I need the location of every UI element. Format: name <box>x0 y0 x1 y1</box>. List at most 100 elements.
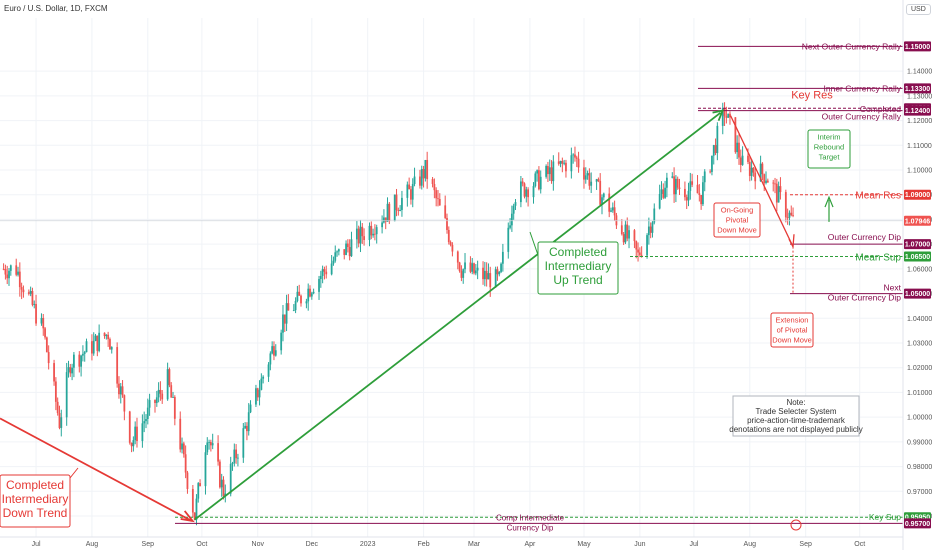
price-tag <box>904 251 931 262</box>
x-tick-label: Aug <box>744 541 757 548</box>
candle-body <box>772 182 775 184</box>
candle-body <box>45 337 48 353</box>
extension-callout-text: of Pivotal <box>777 326 808 335</box>
price-tag-label: 1.12400 <box>905 108 930 115</box>
candle-body <box>67 367 70 373</box>
candle-body <box>741 155 744 165</box>
label-next-outer-rally: Next Outer Currency Rally <box>802 41 902 51</box>
candle-body <box>310 293 313 297</box>
candle-body <box>449 242 452 245</box>
candle-body <box>431 179 434 184</box>
candle-body <box>476 267 479 271</box>
price-tag-label: 1.05000 <box>905 291 930 298</box>
candle-body <box>754 172 757 182</box>
candle-body <box>761 163 764 175</box>
candle-body <box>435 190 438 199</box>
candle-body <box>574 154 576 158</box>
candle-body <box>620 225 623 235</box>
price-tag <box>904 239 931 250</box>
candle-body <box>561 160 564 164</box>
candle-body <box>128 411 131 443</box>
up-trend-line <box>194 111 722 521</box>
candle-body <box>321 269 324 276</box>
candle-body <box>534 173 537 187</box>
label-inner-rally: Inner Currency Rally <box>824 83 902 93</box>
pivotal-down-arrow <box>788 234 795 249</box>
y-tick-label: 1.14000 <box>907 69 932 76</box>
candle-body <box>54 381 57 402</box>
candle-body <box>85 341 88 353</box>
candle-body <box>357 228 360 244</box>
candle-body <box>345 243 347 255</box>
x-tick-label: Feb <box>418 541 430 548</box>
candle-body <box>438 199 441 206</box>
candle-body <box>373 233 376 235</box>
candle-body <box>148 400 151 408</box>
candle-body <box>420 169 423 186</box>
candle-body <box>725 116 728 118</box>
candle-body <box>433 183 436 191</box>
candle-body <box>664 187 666 198</box>
price-tag <box>904 83 931 94</box>
last-price-label: 1.07946 <box>905 218 930 225</box>
candle-body <box>628 230 630 239</box>
candle-body <box>56 401 59 414</box>
candle-body <box>184 454 187 473</box>
candle-body <box>274 350 277 356</box>
symbol-title: Euro / U.S. Dollar, 1D, FXCM <box>4 4 108 13</box>
candle-body <box>676 178 679 188</box>
candle-body <box>647 226 650 236</box>
candle-body <box>246 425 248 432</box>
candle-body <box>613 207 616 216</box>
candle-body <box>575 157 578 159</box>
annotations: Next Outer Currency Rally Inner Currency … <box>0 41 902 532</box>
candle-body <box>130 442 133 447</box>
candle-body <box>283 314 286 324</box>
ongoing-callout-box <box>713 202 761 238</box>
candle-body <box>384 217 387 222</box>
candle-body <box>372 233 374 236</box>
candle-body <box>179 418 182 450</box>
candle-body <box>206 442 209 453</box>
candle-body <box>395 194 398 211</box>
candle-body <box>145 419 147 422</box>
candle-body <box>267 364 270 377</box>
candle-body <box>774 183 776 185</box>
candle-body <box>626 224 629 239</box>
candle-body <box>258 389 261 398</box>
candle-body <box>422 169 425 179</box>
candle-body <box>27 292 30 294</box>
y-tick-label: 1.02000 <box>907 365 932 372</box>
candle-body <box>343 249 346 255</box>
ongoing-callout-text: Down Move <box>717 226 757 235</box>
candle-body <box>350 239 353 257</box>
down-trend-callout-text: Intermediary <box>2 492 69 506</box>
candle-body <box>199 483 201 487</box>
candle-body <box>759 163 762 182</box>
candle-body <box>361 226 364 237</box>
y-tick-label: 0.97000 <box>907 489 932 496</box>
candle-body <box>500 263 502 272</box>
candle-body <box>557 161 560 164</box>
candle-body <box>273 346 275 356</box>
candle-body <box>218 461 221 488</box>
note-box <box>732 395 860 437</box>
candle-body <box>44 328 46 338</box>
candle-body <box>729 113 731 118</box>
down-trend-connector <box>69 467 79 479</box>
candle-body <box>406 184 409 198</box>
candle-body <box>595 179 598 182</box>
candle-body <box>588 173 591 186</box>
candle-body <box>143 421 146 424</box>
candle-body <box>637 249 639 253</box>
interim-callout-text: Rebound <box>814 143 844 152</box>
price-tag-label: 0.95950 <box>905 515 930 522</box>
candle-body <box>388 203 391 222</box>
candle-body <box>487 273 490 280</box>
candle-body <box>146 407 149 420</box>
candle-body <box>229 463 232 494</box>
candle-body <box>640 254 643 256</box>
candle-body <box>211 443 214 446</box>
price-tag-label: 1.06500 <box>905 254 930 261</box>
candle-body <box>678 187 681 189</box>
